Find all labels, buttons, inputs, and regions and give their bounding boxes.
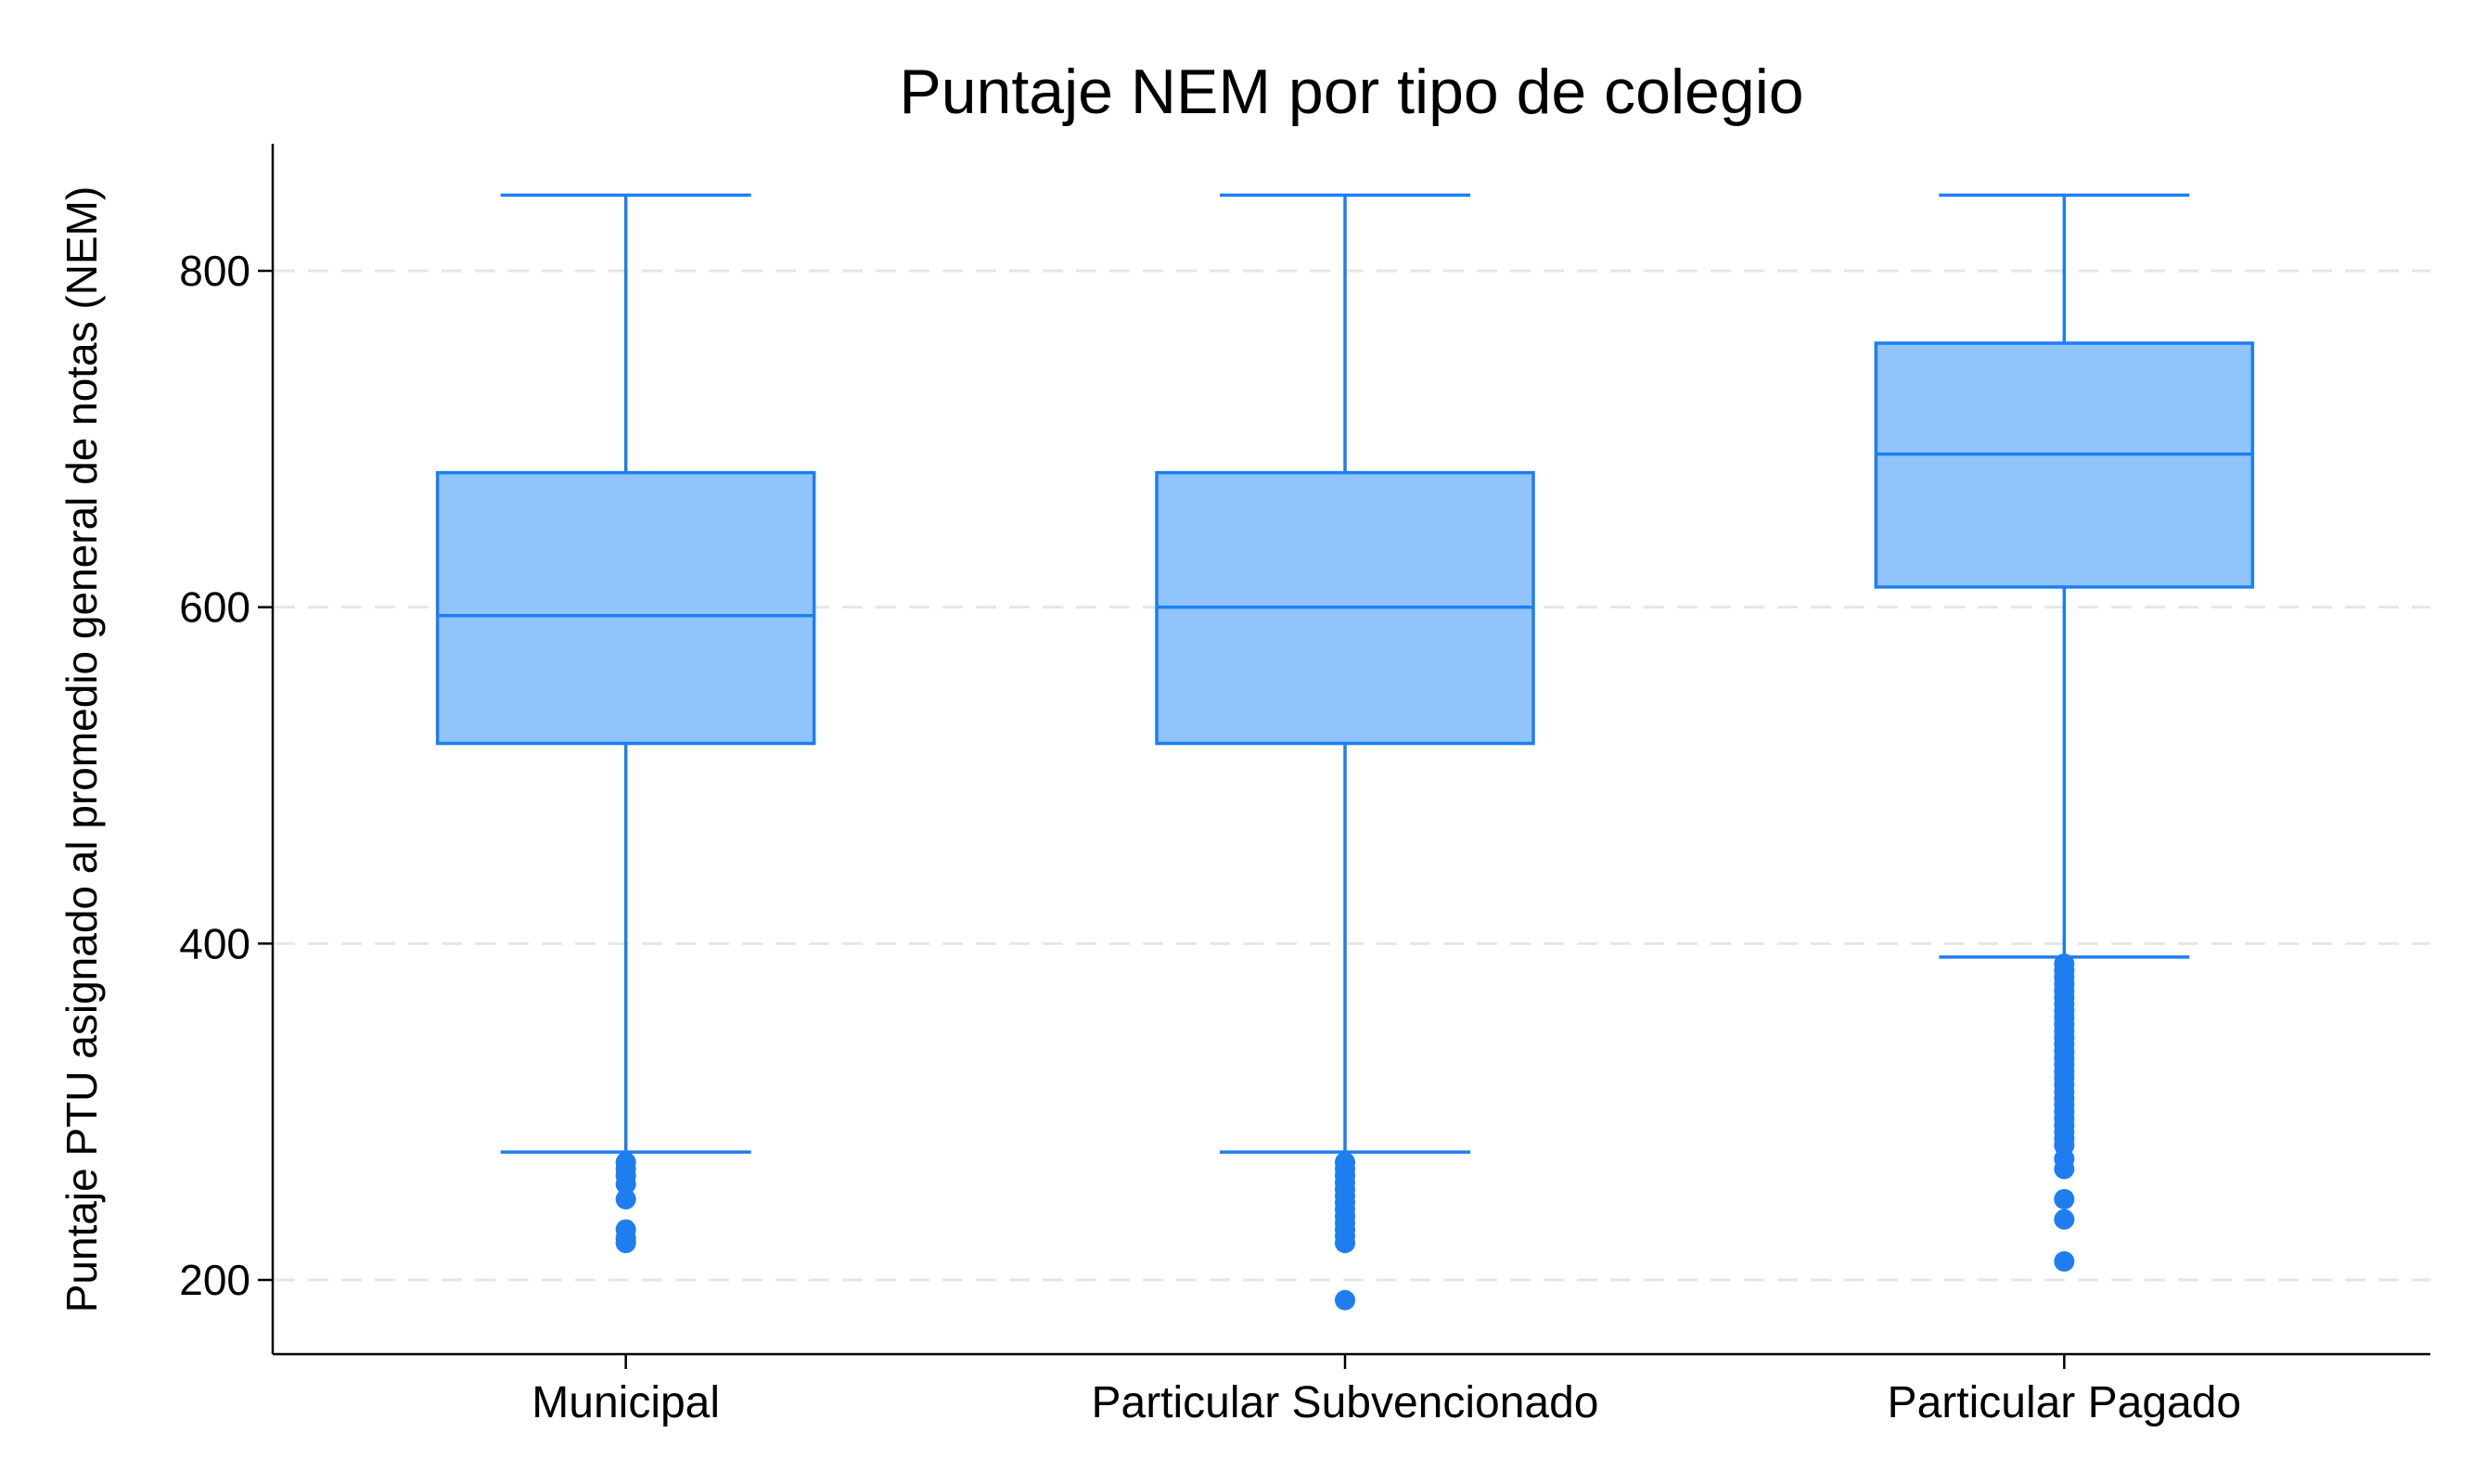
outlier-point: [2054, 1209, 2075, 1230]
box-group-3: [1874, 193, 2255, 1273]
y-tick-label-800: 800: [179, 247, 250, 295]
y-tick-label-200: 200: [179, 1256, 250, 1304]
outlier-point: [1335, 1289, 1355, 1311]
box-group-1: [435, 193, 816, 1254]
x-category-label-1: Municipal: [532, 1378, 720, 1427]
box-group-2: [1155, 193, 1535, 1311]
outlier-point: [615, 1188, 636, 1209]
outlier-point: [2054, 1188, 2075, 1209]
outlier-point: [615, 1173, 636, 1195]
y-axis-label: Puntaje PTU asignado al promedio general…: [58, 186, 106, 1313]
outlier-point: [615, 1233, 636, 1254]
iqr-box: [435, 470, 816, 746]
outlier-point: [1335, 1233, 1355, 1254]
outlier-point: [2054, 1251, 2075, 1273]
outlier-point: [2054, 1158, 2075, 1180]
box-plot-series: [435, 193, 2255, 1311]
chart-title: Puntaje NEM por tipo de colegio: [899, 57, 1803, 127]
y-axis-ticks: 200 400 600 800: [179, 247, 273, 1304]
y-tick-label-400: 400: [179, 919, 250, 967]
x-category-label-3: Particular Pagado: [1888, 1378, 2242, 1427]
x-axis-categories: Municipal Particular Subvencionado Particu…: [532, 1354, 2241, 1427]
y-tick-label-600: 600: [179, 583, 250, 632]
x-category-label-2: Particular Subvencionado: [1091, 1378, 1598, 1427]
iqr-box: [1874, 341, 2255, 589]
